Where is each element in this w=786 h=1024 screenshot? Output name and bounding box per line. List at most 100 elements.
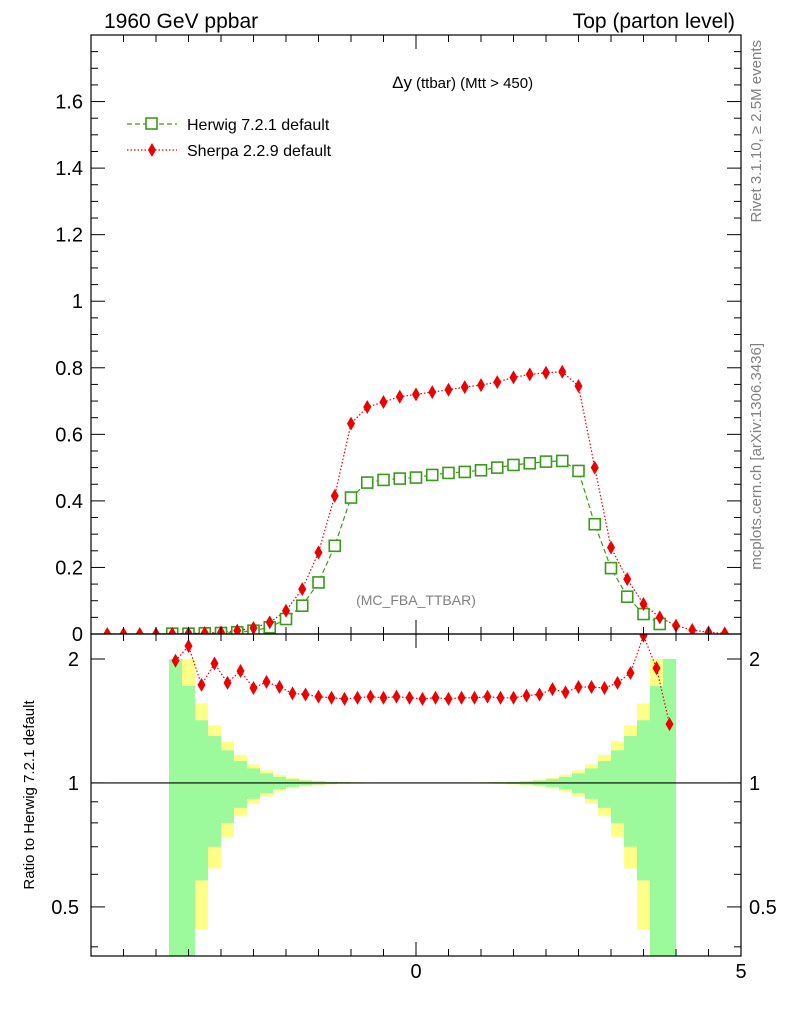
ratio-sherpa-point	[301, 687, 310, 702]
sherpa-point	[379, 395, 388, 410]
herwig-point	[620, 590, 634, 604]
ratio-sherpa-point	[561, 685, 570, 700]
ratio-sherpa-point	[171, 653, 180, 668]
ratio-band-green	[663, 658, 676, 956]
main-y-tick-label: 0.4	[55, 491, 83, 513]
ratio-band-green	[208, 736, 221, 847]
main-y-tick-label: 1.4	[55, 158, 83, 180]
sherpa-point	[460, 380, 469, 395]
main-y-tick-label: 0.6	[55, 424, 83, 446]
ratio-sherpa-point	[522, 688, 531, 703]
ratio-y-tick-label-right: 0.5	[749, 897, 777, 919]
ratio-band-green	[598, 761, 611, 808]
ratio-sherpa-point	[353, 690, 362, 705]
ratio-sherpa-point	[587, 680, 596, 695]
ratio-sherpa-point	[483, 689, 492, 704]
sherpa-point	[265, 615, 274, 630]
main-y-tick-label: 0.2	[55, 557, 83, 579]
sherpa-point	[525, 367, 534, 382]
main-y-tick-label: 1.6	[55, 92, 83, 114]
ratio-sherpa-point	[626, 665, 635, 680]
sherpa-point	[574, 379, 583, 394]
herwig-point	[393, 472, 407, 485]
ratio-sherpa-line	[175, 634, 671, 725]
herwig-point	[588, 517, 602, 531]
ratio-sherpa-point	[496, 690, 505, 705]
ratio-panel: 0 5 0.5 0.5 1 1 2 2 Ratio to Herwig 7.2.1 defau…	[21, 633, 777, 983]
sherpa-point	[720, 626, 729, 634]
main-y-tick-label: 0	[72, 624, 83, 646]
sherpa-point	[444, 382, 453, 397]
herwig-point	[507, 458, 520, 472]
ratio-sherpa-point	[418, 691, 427, 706]
ratio-band-green	[650, 685, 663, 956]
sherpa-point	[395, 389, 404, 404]
ratio-sherpa-point	[236, 664, 245, 679]
ratio-sherpa-point	[470, 690, 479, 705]
legend-sherpa-label: Sherpa 2.2.9 default	[187, 143, 332, 160]
ratio-sherpa-point	[197, 677, 206, 692]
herwig-point	[409, 471, 423, 484]
sherpa-point	[623, 572, 632, 587]
ratio-band-green	[585, 768, 598, 799]
herwig-point	[312, 576, 325, 589]
herwig-point	[328, 539, 342, 553]
ratio-y-tick-label: 0.5	[51, 897, 79, 919]
ratio-x-tick-label: 0	[410, 961, 421, 983]
rivet-version-text: Rivet 3.1.10, ≥ 2.5M events	[748, 40, 765, 223]
sherpa-point	[607, 540, 615, 555]
legend-sherpa-marker	[148, 143, 156, 157]
sherpa-point	[639, 597, 648, 612]
ratio-sherpa-point	[340, 691, 349, 706]
herwig-point	[474, 463, 488, 477]
ratio-sherpa-point	[444, 691, 453, 706]
ratio-sherpa-point	[262, 674, 271, 689]
sherpa-point	[493, 375, 502, 390]
ratio-sherpa-point	[249, 681, 258, 696]
ratio-sherpa-point	[288, 686, 297, 701]
ratio-sherpa-point	[600, 681, 609, 696]
ratio-y-tick-label: 1	[68, 773, 79, 795]
sherpa-point	[477, 378, 485, 393]
ratio-sherpa-point	[652, 661, 661, 676]
herwig-point	[360, 476, 374, 489]
sherpa-point	[314, 545, 323, 560]
herwig-point	[490, 461, 504, 474]
sherpa-point	[298, 582, 307, 597]
sherpa-point	[542, 365, 550, 380]
ratio-sherpa-point	[535, 687, 544, 702]
legend-herwig-label: Herwig 7.2.1 default	[187, 117, 330, 134]
sherpa-point	[347, 416, 355, 431]
ratio-sherpa-point	[366, 689, 375, 704]
ratio-sherpa-point	[613, 675, 622, 690]
ratio-sherpa-point	[509, 690, 518, 705]
header-left: 1960 GeV ppbar	[104, 10, 258, 33]
plot-title-sub: (ttbar) (Mtt > 450)	[416, 75, 533, 92]
herwig-point	[539, 455, 553, 468]
ratio-sherpa-point	[665, 717, 674, 732]
ratio-sherpa-point	[431, 690, 440, 705]
herwig-point	[295, 599, 309, 613]
main-y-tick-label: 1.2	[55, 225, 83, 247]
ratio-y-tick-label-right: 1	[749, 773, 760, 795]
sherpa-point	[363, 400, 372, 415]
ratio-sherpa-point	[210, 656, 219, 671]
main-axes: 0 0.2 0.4 0.6 0.8 1 1.2 1.4 1.6	[55, 34, 742, 646]
plot-title-main: Δy	[392, 73, 412, 92]
herwig-point	[377, 473, 390, 487]
legend-item-sherpa: Sherpa 2.2.9 default	[127, 143, 332, 160]
legend-herwig-marker	[145, 117, 158, 130]
ratio-band-green	[169, 658, 182, 956]
ratio-sherpa-point	[405, 690, 414, 705]
ratio-band-green	[221, 750, 234, 823]
ratio-sherpa-point	[275, 680, 284, 695]
ratio-axes: 0 5 0.5 0.5 1 1 2 2	[51, 633, 777, 983]
ratio-sherpa-point	[392, 689, 401, 704]
ratio-band-green	[637, 720, 650, 881]
ratio-x-tick-label: 5	[735, 961, 746, 983]
analysis-watermark: (MC_FBA_TTBAR)	[356, 592, 476, 608]
ratio-y-tick-label-right: 2	[749, 649, 760, 671]
herwig-point	[344, 491, 358, 504]
ratio-sherpa-point	[457, 690, 466, 705]
